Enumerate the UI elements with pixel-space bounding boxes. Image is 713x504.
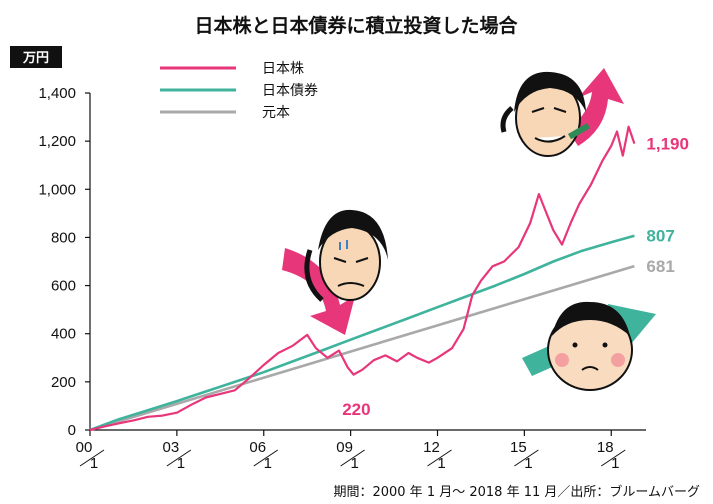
series-end-label: 807: [646, 227, 674, 246]
series-line: [89, 264, 635, 432]
x-tick-year: 06: [249, 439, 266, 456]
y-tick-label: 600: [51, 278, 76, 295]
x-tick-year: 15: [510, 439, 527, 456]
series-end-label: 1,190: [646, 135, 689, 154]
worried-face-icon: [304, 209, 388, 302]
unit-badge: [10, 46, 62, 68]
x-tick-slash: [253, 449, 279, 467]
round-face-icon: [547, 301, 633, 391]
legend-label: 日本債券: [262, 83, 318, 99]
x-tick-year: 12: [423, 439, 440, 456]
down-arrow-icon: [282, 248, 355, 335]
y-tick-label: 200: [51, 374, 76, 391]
y-tick-label: 800: [51, 229, 76, 246]
source-note: 期間：2000 年 1 月〜 2018 年 11 月／出所：ブルームバーグ: [333, 484, 700, 500]
x-tick-month: 1: [524, 455, 532, 472]
y-axis-ticks: 0 200 400 600 800 1,000 1,200 1,400: [38, 85, 90, 439]
y-tick-label: 0: [68, 422, 76, 439]
series-line: [89, 125, 636, 432]
x-tick-month: 1: [264, 455, 272, 472]
annotation-label: 220: [342, 400, 370, 419]
confident-face-icon: [500, 71, 591, 157]
y-tick-label: 1,200: [38, 133, 76, 150]
x-tick-slash: [600, 449, 626, 467]
end-labels: 1,190 807 681 220: [342, 135, 689, 419]
x-tick-month: 1: [90, 455, 98, 472]
x-tick-year: 03: [163, 439, 180, 456]
x-tick-slash: [166, 449, 192, 467]
x-tick-slash: [79, 449, 105, 467]
x-tick-month: 1: [177, 455, 185, 472]
x-tick-month: 1: [350, 455, 358, 472]
y-tick-label: 1,400: [38, 85, 76, 102]
y-tick-label: 400: [51, 326, 76, 343]
x-tick-slash: [514, 449, 539, 467]
unit-label: 万円: [22, 51, 49, 66]
y-tick-label: 1,000: [38, 181, 76, 198]
x-tick-year: 09: [336, 439, 353, 456]
legend-label: 元本: [262, 105, 290, 121]
x-tick-year: 18: [597, 439, 614, 456]
x-tick-month: 1: [611, 455, 619, 472]
series-line: [89, 234, 635, 432]
series-group: [89, 125, 636, 432]
x-tick-year: 00: [76, 439, 93, 456]
chart-title: 日本株と日本債券に積立投資した場合: [194, 14, 518, 37]
x-tick-slash: [340, 449, 365, 467]
series-end-label: 681: [646, 257, 674, 276]
x-tick-slash: [427, 449, 452, 467]
x-tick-month: 1: [437, 455, 445, 472]
legend-label: 日本株: [262, 61, 304, 77]
